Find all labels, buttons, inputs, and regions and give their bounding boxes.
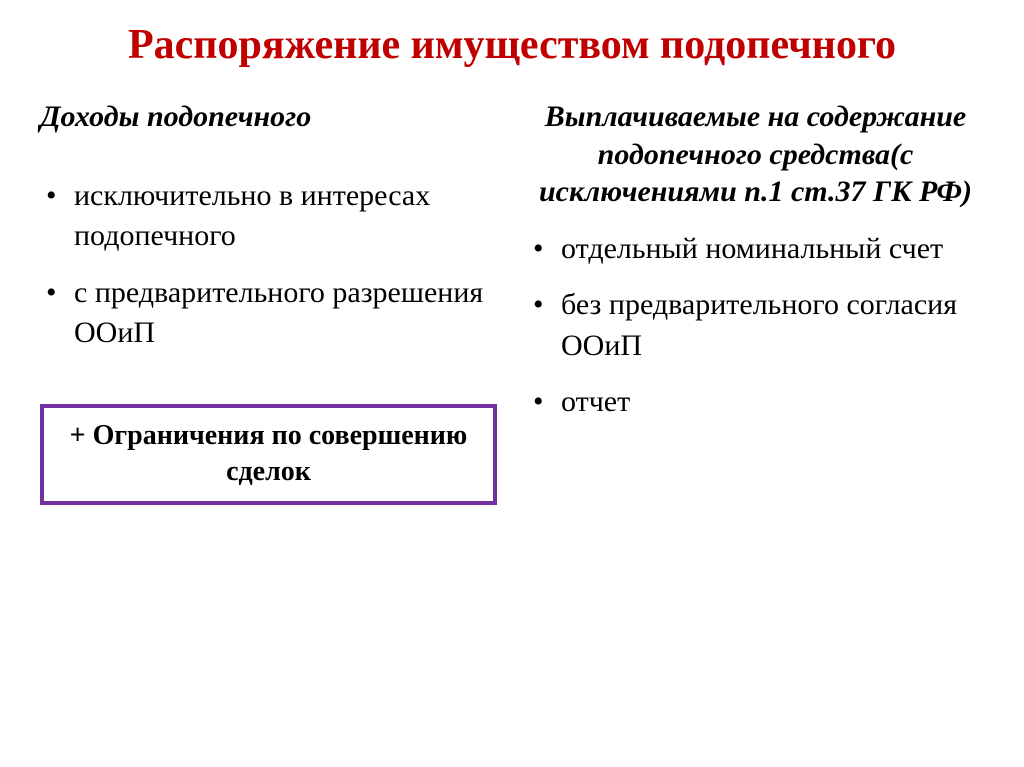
left-column: Доходы подопечного исключительно в интер… — [40, 98, 497, 504]
content-columns: Доходы подопечного исключительно в интер… — [40, 98, 984, 504]
left-list: исключительно в интересах подопечного с … — [40, 176, 497, 354]
left-heading: Доходы подопечного — [40, 98, 497, 136]
right-list: отдельный номинальный счет без предварит… — [527, 229, 984, 423]
right-column: Выплачиваемые на содержание подопечного … — [527, 98, 984, 504]
list-item: с предварительного разрешения ООиП — [40, 273, 497, 354]
slide-title: Распоряжение имуществом подопечного — [40, 20, 984, 70]
right-heading: Выплачиваемые на содержание подопечного … — [527, 98, 984, 211]
restrictions-box: + Ограничения по совершению сделок — [40, 404, 497, 505]
list-item: исключительно в интересах подопечного — [40, 176, 497, 257]
list-item: без предварительного согласия ООиП — [527, 285, 984, 366]
list-item: отчет — [527, 382, 984, 423]
list-item: отдельный номинальный счет — [527, 229, 984, 270]
